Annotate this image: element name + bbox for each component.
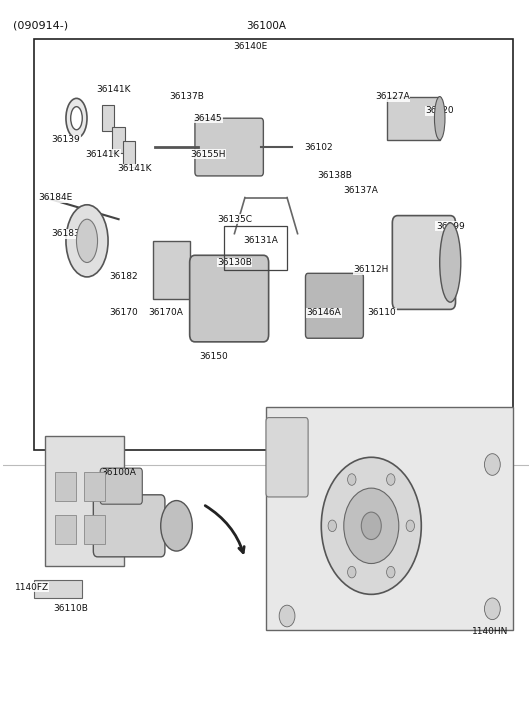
Bar (266, 407, 513, 630)
Bar (153, 241, 190, 299)
Text: 36137A: 36137A (343, 186, 378, 195)
Ellipse shape (77, 220, 97, 262)
Circle shape (406, 520, 414, 531)
Ellipse shape (66, 205, 108, 277)
Text: 36100A: 36100A (101, 468, 136, 477)
Bar (35, 39, 513, 450)
Text: 36131A: 36131A (243, 236, 278, 245)
Text: 1140FZ: 1140FZ (15, 582, 49, 592)
Text: 36120: 36120 (426, 106, 454, 116)
Circle shape (361, 512, 381, 539)
Circle shape (344, 488, 399, 563)
Bar (55, 472, 77, 501)
Text: 36146A: 36146A (306, 308, 342, 318)
Text: (090914-): (090914-) (13, 21, 69, 31)
Text: 36102: 36102 (304, 142, 333, 151)
Circle shape (321, 457, 421, 595)
Bar (387, 97, 440, 140)
Text: 36170: 36170 (110, 308, 138, 318)
Ellipse shape (435, 97, 445, 140)
Text: 1140HN: 1140HN (472, 627, 508, 636)
Circle shape (347, 474, 356, 486)
Circle shape (387, 474, 395, 486)
Text: 36141K: 36141K (96, 85, 130, 94)
Text: 36182: 36182 (110, 273, 138, 281)
Text: 36112H: 36112H (354, 265, 389, 274)
Text: 36100A: 36100A (246, 21, 286, 31)
Circle shape (485, 598, 500, 619)
FancyBboxPatch shape (305, 273, 363, 338)
Circle shape (387, 566, 395, 578)
Text: 36137B: 36137B (170, 92, 204, 101)
Text: 36183: 36183 (52, 229, 80, 238)
Text: 36110: 36110 (368, 308, 396, 318)
Bar (123, 141, 136, 167)
Text: 36150: 36150 (199, 352, 228, 361)
FancyBboxPatch shape (100, 468, 142, 505)
Text: 36170A: 36170A (148, 308, 184, 318)
Circle shape (347, 566, 356, 578)
Text: 36199: 36199 (436, 222, 464, 231)
Bar (112, 127, 125, 153)
Text: 36130B: 36130B (217, 258, 252, 267)
Circle shape (485, 454, 500, 475)
FancyBboxPatch shape (195, 119, 263, 176)
Circle shape (269, 425, 285, 446)
Circle shape (328, 520, 337, 531)
Ellipse shape (71, 107, 82, 129)
Bar (35, 580, 82, 598)
FancyBboxPatch shape (190, 255, 269, 342)
FancyBboxPatch shape (266, 417, 308, 497)
Circle shape (279, 605, 295, 627)
Bar (85, 515, 105, 544)
Text: 36145: 36145 (194, 113, 222, 123)
Ellipse shape (66, 98, 87, 138)
Bar (224, 226, 287, 270)
Text: 36127A: 36127A (375, 92, 410, 101)
Ellipse shape (440, 222, 461, 302)
Text: 36139: 36139 (52, 135, 80, 145)
Text: 36155H: 36155H (190, 150, 226, 158)
Bar (55, 515, 77, 544)
Bar (45, 435, 124, 566)
Text: 36138B: 36138B (317, 172, 352, 180)
Text: 36184E: 36184E (38, 193, 72, 202)
Text: 36110B: 36110B (54, 604, 89, 614)
FancyBboxPatch shape (93, 495, 165, 557)
Text: 36135C: 36135C (217, 214, 252, 224)
Bar (85, 472, 105, 501)
Ellipse shape (161, 501, 192, 551)
FancyBboxPatch shape (392, 216, 455, 310)
Bar (102, 105, 114, 131)
Text: 36141K: 36141K (86, 150, 120, 158)
Text: 36141K: 36141K (117, 164, 152, 173)
Text: 36140E: 36140E (233, 42, 268, 52)
